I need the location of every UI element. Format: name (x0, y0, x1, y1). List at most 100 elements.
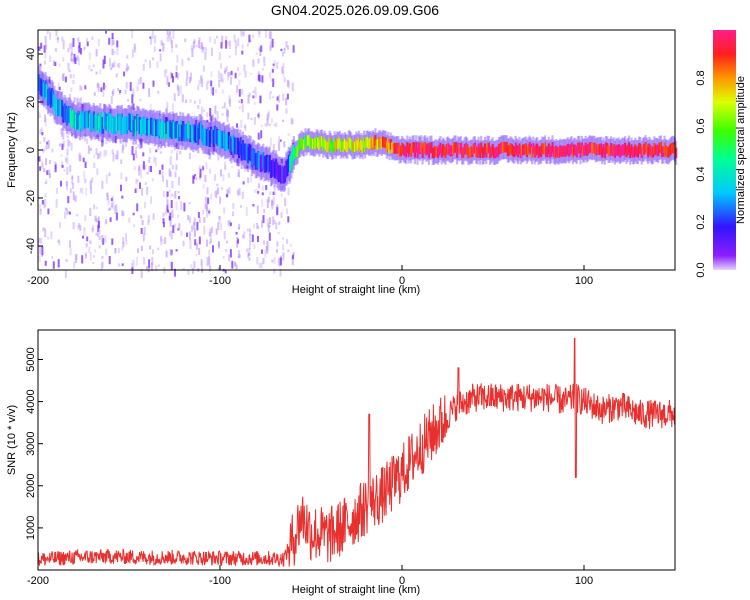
noise-speckle (182, 240, 185, 247)
noise-speckle (146, 186, 149, 195)
noise-speckle (158, 110, 161, 116)
noise-speckle (280, 186, 283, 191)
noise-speckle (61, 165, 64, 168)
noise-speckle (108, 208, 111, 211)
noise-speckle (64, 211, 66, 219)
trace-core (569, 144, 572, 155)
trace-core (480, 142, 483, 154)
trace-core (599, 143, 602, 154)
trace-core (368, 138, 371, 150)
trace-core (615, 144, 618, 156)
noise-speckle (268, 232, 271, 241)
noise-speckle (132, 259, 135, 269)
noise-speckle (46, 170, 49, 175)
noise-speckle (208, 208, 211, 216)
noise-speckle (56, 187, 59, 194)
noise-speckle (151, 178, 154, 182)
noise-speckle (65, 158, 68, 163)
noise-speckle (52, 87, 55, 93)
noise-speckle (221, 35, 224, 43)
noise-speckle (185, 99, 187, 103)
trace-core (110, 116, 113, 133)
trace-core (575, 146, 578, 158)
noise-speckle (272, 63, 275, 66)
trace-core (165, 117, 168, 134)
noise-speckle (235, 264, 238, 270)
noise-speckle (74, 128, 77, 137)
noise-speckle (112, 152, 115, 162)
trace-core (538, 146, 541, 157)
noise-speckle (169, 189, 172, 192)
noise-speckle (215, 35, 218, 39)
noise-speckle (204, 52, 207, 60)
trace-core (392, 142, 395, 153)
noise-speckle (221, 36, 223, 44)
trace-core (87, 110, 90, 128)
trace-core (136, 114, 139, 131)
noise-speckle (214, 39, 216, 44)
noise-speckle (109, 207, 112, 211)
noise-speckle (226, 188, 229, 197)
trace-core (224, 134, 227, 151)
noise-speckle (209, 113, 212, 121)
noise-speckle (91, 177, 94, 183)
trace-core (661, 146, 664, 158)
noise-speckle (174, 191, 177, 199)
noise-speckle (229, 98, 231, 107)
noise-speckle (278, 221, 281, 225)
noise-speckle (238, 89, 241, 97)
noise-speckle (132, 153, 135, 161)
y-tick-label: 5000 (25, 347, 37, 371)
noise-speckle (248, 248, 251, 257)
trace-core (162, 120, 166, 138)
noise-speckle (116, 46, 119, 55)
noise-speckle (265, 245, 268, 254)
noise-speckle (276, 207, 279, 216)
trace-core (159, 118, 162, 136)
noise-speckle (131, 94, 134, 104)
noise-speckle (133, 166, 136, 170)
trace-core (204, 128, 208, 146)
noise-speckle (72, 102, 74, 110)
noise-speckle (249, 241, 251, 250)
noise-speckle (39, 66, 42, 70)
trace-core (547, 143, 550, 154)
noise-speckle (288, 179, 291, 184)
trace-core (73, 112, 76, 130)
noise-speckle (60, 161, 63, 167)
noise-speckle (170, 200, 173, 209)
noise-speckle (79, 188, 82, 193)
trace-core (504, 141, 507, 153)
noise-speckle (236, 189, 239, 196)
noise-speckle (225, 194, 228, 198)
noise-speckle (179, 150, 182, 155)
trace-core (376, 139, 380, 150)
noise-speckle (287, 187, 290, 196)
noise-speckle (266, 114, 269, 121)
noise-speckle (271, 68, 274, 73)
trace-core (589, 142, 592, 153)
trace-core (44, 80, 47, 98)
trace-core (122, 117, 125, 135)
noise-speckle (279, 268, 282, 277)
noise-speckle (45, 43, 48, 50)
noise-speckle (168, 35, 171, 42)
noise-speckle (141, 188, 144, 196)
noise-speckle (203, 217, 206, 223)
trace-core (513, 146, 516, 158)
noise-speckle (98, 153, 101, 159)
noise-speckle (286, 208, 288, 215)
noise-speckle (166, 179, 169, 188)
noise-speckle (221, 74, 224, 82)
noise-speckle (215, 228, 218, 235)
trace-core (201, 124, 204, 142)
noise-speckle (208, 123, 211, 129)
noise-speckle (282, 71, 285, 77)
noise-speckle (95, 206, 98, 210)
trace-core (131, 114, 134, 131)
noise-speckle (240, 99, 243, 104)
trace-core (238, 141, 241, 159)
spectrogram-x-axis-title: Height of straight line (km) (292, 284, 420, 296)
noise-speckle (61, 36, 64, 42)
noise-speckle (250, 118, 253, 121)
